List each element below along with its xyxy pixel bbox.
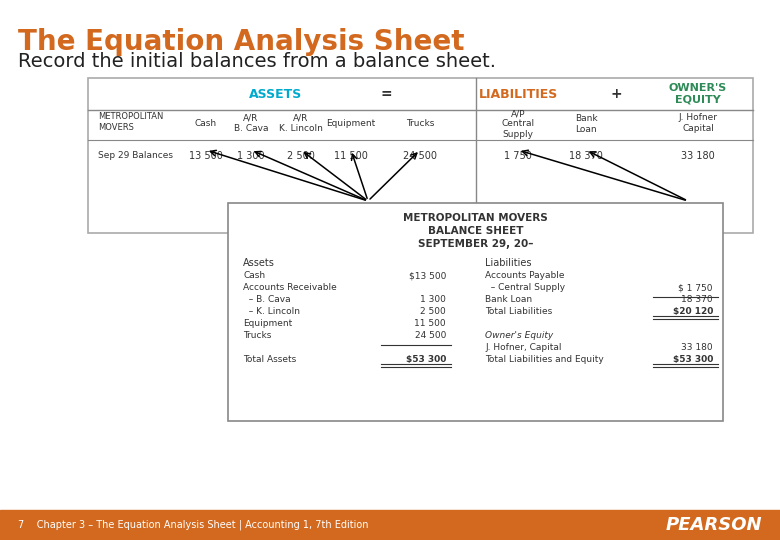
Text: Total Assets: Total Assets — [243, 355, 296, 364]
Text: $53 300: $53 300 — [672, 355, 713, 364]
Text: Cash: Cash — [243, 271, 265, 280]
Text: Equipment: Equipment — [243, 319, 292, 328]
Text: Assets: Assets — [243, 258, 275, 268]
Text: OWNER'S
EQUITY: OWNER'S EQUITY — [669, 83, 727, 105]
Text: =: = — [380, 87, 392, 101]
Text: $ 1 750: $ 1 750 — [679, 283, 713, 292]
Text: 18 370: 18 370 — [569, 151, 603, 161]
Text: Trucks: Trucks — [406, 118, 434, 127]
Text: SEPTEMBER 29, 20–: SEPTEMBER 29, 20– — [418, 239, 534, 249]
Text: METROPOLITAN MOVERS: METROPOLITAN MOVERS — [403, 213, 548, 223]
Text: $13 500: $13 500 — [409, 271, 446, 280]
Text: Accounts Receivable: Accounts Receivable — [243, 283, 337, 292]
Text: 24 500: 24 500 — [415, 331, 446, 340]
Text: 1 300: 1 300 — [420, 295, 446, 304]
Text: Owner's Equity: Owner's Equity — [485, 331, 553, 340]
Text: J. Hofner
Capital: J. Hofner Capital — [679, 113, 718, 133]
Text: 2 500: 2 500 — [287, 151, 315, 161]
Text: BALANCE SHEET: BALANCE SHEET — [427, 226, 523, 236]
Text: 24 500: 24 500 — [403, 151, 437, 161]
Text: Liabilities: Liabilities — [485, 258, 531, 268]
Text: – B. Cava: – B. Cava — [243, 295, 291, 304]
Text: – K. Lincoln: – K. Lincoln — [243, 307, 300, 316]
Text: A/P
Central
Supply: A/P Central Supply — [502, 109, 534, 139]
Text: LIABILITIES: LIABILITIES — [478, 87, 558, 100]
Text: 11 500: 11 500 — [334, 151, 368, 161]
Text: 1 750: 1 750 — [504, 151, 532, 161]
Text: Total Liabilities: Total Liabilities — [485, 307, 552, 316]
Text: Bank
Loan: Bank Loan — [575, 114, 597, 134]
Text: Record the initial balances from a balance sheet.: Record the initial balances from a balan… — [18, 52, 496, 71]
Text: Accounts Payable: Accounts Payable — [485, 271, 565, 280]
Text: Trucks: Trucks — [243, 331, 271, 340]
Bar — [0, 510, 780, 540]
Text: The Equation Analysis Sheet: The Equation Analysis Sheet — [18, 28, 465, 56]
Bar — [88, 78, 753, 233]
Text: A/R
B. Cava: A/R B. Cava — [234, 113, 268, 133]
Text: PEARSON: PEARSON — [665, 516, 762, 534]
Text: METROPOLITAN
MOVERS: METROPOLITAN MOVERS — [98, 112, 163, 132]
Text: Total Liabilities and Equity: Total Liabilities and Equity — [485, 355, 604, 364]
Text: – Central Supply: – Central Supply — [485, 283, 566, 292]
Text: 11 500: 11 500 — [414, 319, 446, 328]
Text: Bank Loan: Bank Loan — [485, 295, 532, 304]
Text: 18 370: 18 370 — [682, 295, 713, 304]
Text: A/R
K. Lincoln: A/R K. Lincoln — [279, 113, 323, 133]
Text: ASSETS: ASSETS — [250, 87, 303, 100]
Text: J. Hofner, Capital: J. Hofner, Capital — [485, 343, 562, 352]
Text: $20 120: $20 120 — [672, 307, 713, 316]
Text: 1 300: 1 300 — [237, 151, 265, 161]
Text: 33 180: 33 180 — [682, 343, 713, 352]
Bar — [228, 203, 723, 421]
Text: $53 300: $53 300 — [406, 355, 446, 364]
Text: 13 500: 13 500 — [189, 151, 223, 161]
Text: Cash: Cash — [195, 118, 217, 127]
Text: 33 180: 33 180 — [681, 151, 715, 161]
Text: +: + — [610, 87, 622, 101]
Text: Sep 29 Balances: Sep 29 Balances — [98, 152, 173, 160]
Text: Equipment: Equipment — [326, 118, 376, 127]
Text: 7    Chapter 3 – The Equation Analysis Sheet | Accounting 1, 7th Edition: 7 Chapter 3 – The Equation Analysis Shee… — [18, 519, 368, 530]
Text: 2 500: 2 500 — [420, 307, 446, 316]
